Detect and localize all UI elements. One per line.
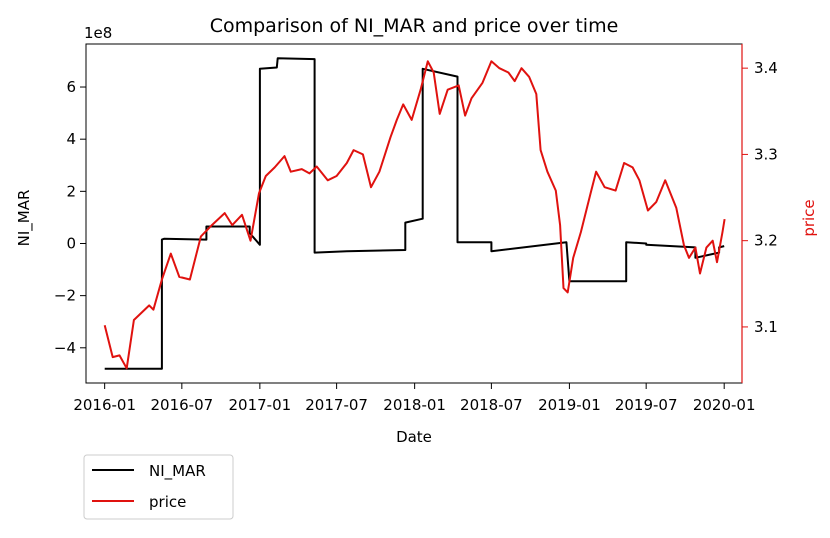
legend-label-price: price (149, 493, 186, 511)
y-tick-label: −2 (54, 287, 76, 305)
y2-tick-label: 3.4 (754, 59, 778, 77)
y2-tick-label: 3.1 (754, 318, 778, 336)
x-tick-label: 2018-01 (383, 396, 446, 414)
series-lines (103, 57, 726, 370)
x-tick-label: 2017-07 (305, 396, 368, 414)
series-line-ni-mar (104, 57, 725, 370)
y2-axis-label: price (800, 199, 818, 236)
x-axis-label: Date (396, 428, 432, 446)
x-tick-label: 2018-07 (460, 396, 523, 414)
y2-tick-label: 3.2 (754, 232, 778, 250)
y-tick-label: 6 (66, 78, 76, 96)
x-axis: 2016-01 2016-07 2017-01 2017-07 2018-01 2018-… (73, 383, 756, 414)
y-tick-label: 2 (66, 182, 76, 200)
x-tick-label: 2020-01 (693, 396, 756, 414)
chart-title: Comparison of NI_MAR and price over time (210, 15, 619, 37)
x-tick-label: 2017-01 (229, 396, 292, 414)
x-tick-label: 2019-01 (538, 396, 601, 414)
legend: NI_MAR price (83, 454, 234, 520)
series-line-price (103, 60, 726, 370)
y-axis-label: NI_MAR (15, 190, 34, 247)
x-tick-label: 2016-01 (73, 396, 136, 414)
y-offset-label: 1e8 (84, 24, 112, 42)
y-tick-label: 0 (66, 234, 76, 252)
legend-label-ni-mar: NI_MAR (149, 462, 206, 481)
y-axis-right: 3.1 3.2 3.3 3.4 (742, 59, 778, 336)
y-axis-left: −4 −2 0 2 4 6 (54, 78, 86, 357)
y-tick-label: 4 (66, 130, 76, 148)
x-tick-label: 2016-07 (150, 396, 213, 414)
x-tick-label: 2019-07 (615, 396, 678, 414)
y2-tick-label: 3.3 (754, 145, 778, 163)
y-tick-label: −4 (54, 339, 76, 357)
